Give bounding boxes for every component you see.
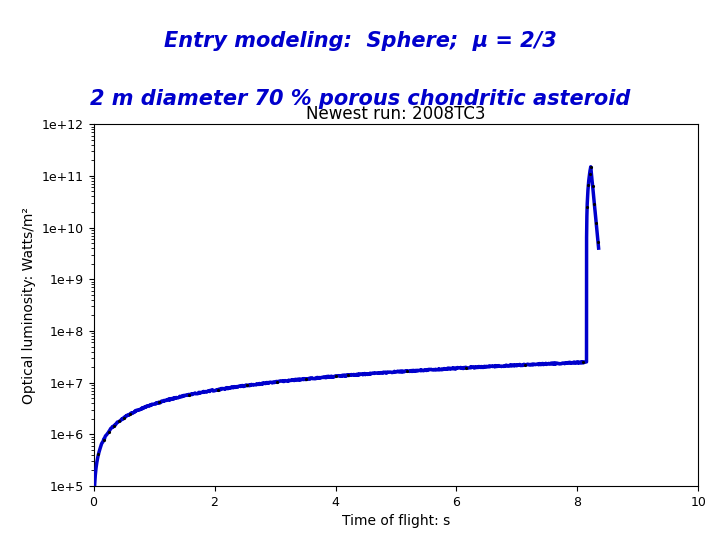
Y-axis label: Optical luminosity: Watts/m²: Optical luminosity: Watts/m² [22, 207, 36, 403]
Text: 2 m diameter 70 % porous chondritic asteroid: 2 m diameter 70 % porous chondritic aste… [90, 89, 630, 110]
X-axis label: Time of flight: s: Time of flight: s [342, 514, 450, 528]
Text: Entry modeling:  Sphere;  μ = 2/3: Entry modeling: Sphere; μ = 2/3 [163, 31, 557, 51]
Title: Newest run: 2008TC3: Newest run: 2008TC3 [306, 105, 486, 123]
